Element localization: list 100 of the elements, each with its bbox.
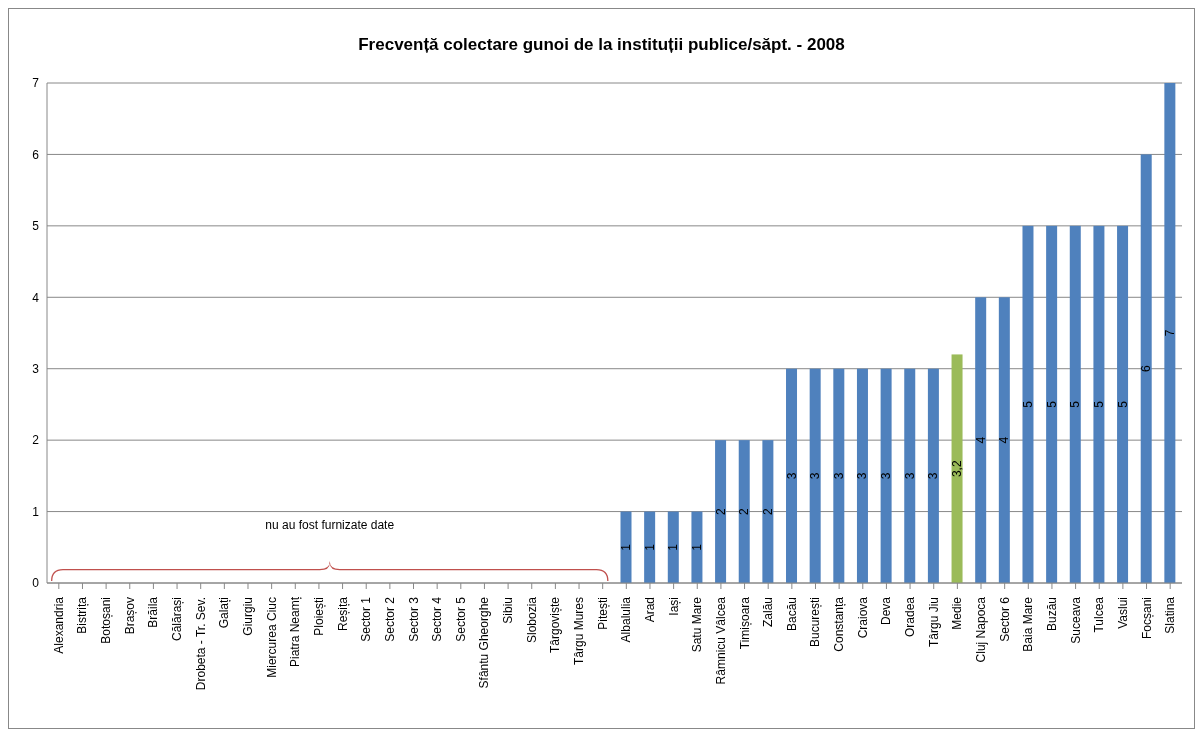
bar: [904, 368, 916, 583]
data-label: 1: [642, 543, 657, 551]
data-label: 3: [879, 472, 894, 480]
data-label: 4: [997, 436, 1012, 444]
x-tick-label: Constanța: [832, 596, 847, 652]
x-tick-label: Baia Mare: [1021, 596, 1036, 652]
y-tick-label: 0: [32, 576, 40, 591]
x-tick-label: Slatina: [1163, 596, 1178, 634]
data-label: 5: [1068, 400, 1083, 408]
y-tick-label: 3: [32, 361, 40, 376]
data-label: 3: [855, 472, 870, 480]
bar: [715, 440, 727, 583]
x-tick-label: Vaslui: [1115, 597, 1130, 629]
x-tick-label: Bistrița: [75, 596, 90, 634]
x-tick-label: Deva: [879, 596, 894, 626]
x-tick-label: Brăila: [146, 596, 161, 628]
bar: [998, 297, 1010, 583]
x-tick-label: Târgoviște: [548, 596, 563, 654]
x-tick-label: Sector 6: [997, 596, 1012, 642]
annotation: nu au fost furnizate date: [265, 518, 395, 532]
bar: [809, 368, 821, 583]
data-label: 4: [973, 436, 988, 444]
x-tick-label: Albalulia: [619, 596, 634, 643]
x-tick-label: Suceava: [1068, 596, 1083, 644]
bar: [644, 511, 656, 583]
x-tick-label: Miercurea Ciuc: [264, 597, 279, 678]
x-tick-label: Focșani: [1139, 597, 1154, 640]
x-tick-label: Galați: [217, 597, 232, 629]
data-label: 5: [1115, 400, 1130, 408]
bar: [667, 511, 679, 583]
data-label: 3: [808, 472, 823, 480]
x-tick-label: Sector 1: [359, 596, 374, 642]
y-tick-label: 7: [32, 76, 40, 91]
bar: [927, 368, 939, 583]
bar: [1046, 225, 1058, 583]
x-tick-label: Slobozia: [524, 596, 539, 644]
x-tick-label: Piatra Neamț: [288, 596, 303, 668]
bar: [951, 354, 963, 583]
bar: [620, 511, 632, 583]
bar: [1140, 154, 1152, 583]
data-label: 3: [784, 472, 799, 480]
data-label: 1: [666, 543, 681, 551]
x-tick-label: Craiova: [855, 596, 870, 639]
x-tick-label: Ploiești: [311, 597, 326, 636]
data-label: 5: [1020, 400, 1035, 408]
data-label: 1: [619, 543, 633, 551]
x-tick-label: Tulcea: [1092, 596, 1107, 633]
bar: [975, 297, 987, 583]
data-label: 3: [902, 472, 917, 480]
x-tick-label: Botoșani: [99, 597, 114, 644]
x-tick-label: Râmnicu Vâlcea: [713, 596, 728, 685]
bar: [1117, 225, 1129, 583]
bar: [1164, 83, 1176, 583]
x-tick-label: Reșița: [335, 596, 350, 632]
x-tick-label: Buzău: [1044, 597, 1059, 632]
x-tick-label: Arad: [642, 597, 657, 623]
y-tick-label: 2: [32, 433, 40, 448]
x-tick-label: Drobeta - Tr. Sev.: [193, 597, 208, 691]
x-tick-label: Târgu Jiu: [926, 597, 941, 648]
data-label: 5: [1044, 400, 1059, 408]
x-tick-label: Iași: [666, 597, 681, 616]
x-tick-label: Sector 5: [453, 596, 468, 642]
x-tick-label: Oradea: [903, 596, 918, 638]
y-tick-label: 4: [32, 290, 40, 305]
data-label: 1: [689, 543, 704, 551]
bar: [786, 368, 798, 583]
bar: [738, 440, 750, 583]
bar: [1093, 225, 1105, 583]
x-tick-label: Sfântu Gheorghe: [477, 596, 492, 689]
data-label: 3,2: [950, 460, 965, 478]
x-tick-label: Giurgiu: [240, 597, 255, 636]
x-tick-label: Brașov: [122, 597, 137, 635]
bar: [880, 368, 892, 583]
bar: [691, 511, 703, 583]
x-tick-label: Medie: [950, 596, 965, 630]
y-tick-label: 5: [32, 219, 40, 234]
x-tick-label: București: [808, 597, 823, 648]
x-tick-label: Pitești: [595, 597, 610, 630]
y-tick-label: 6: [32, 147, 40, 162]
x-tick-label: Sector 2: [382, 596, 397, 642]
x-tick-label: Cluj Napoca: [974, 596, 989, 663]
data-label: 5: [1091, 400, 1106, 408]
x-tick-label: Zalău: [761, 597, 776, 628]
y-tick-label: 1: [32, 504, 40, 519]
bar: [1069, 225, 1081, 583]
data-label: 2: [713, 507, 728, 515]
x-tick-label: Sector 4: [430, 596, 445, 642]
x-tick-label: Satu Mare: [690, 596, 705, 653]
x-tick-label: Sector 3: [406, 596, 421, 642]
x-tick-label: Călărași: [170, 597, 185, 642]
data-label: 3: [926, 472, 941, 480]
x-tick-label: Timișoara: [737, 596, 752, 650]
chart-title: Frecvență colectare gunoi de la instituții publice/săpt. - 2008: [357, 34, 846, 56]
bar: [856, 368, 868, 583]
data-label: 3: [831, 472, 846, 480]
x-tick-label: Bacău: [784, 597, 799, 632]
data-label: 7: [1162, 329, 1177, 337]
bar: [833, 368, 845, 583]
bar: [762, 440, 774, 583]
data-label: 6: [1139, 365, 1154, 373]
